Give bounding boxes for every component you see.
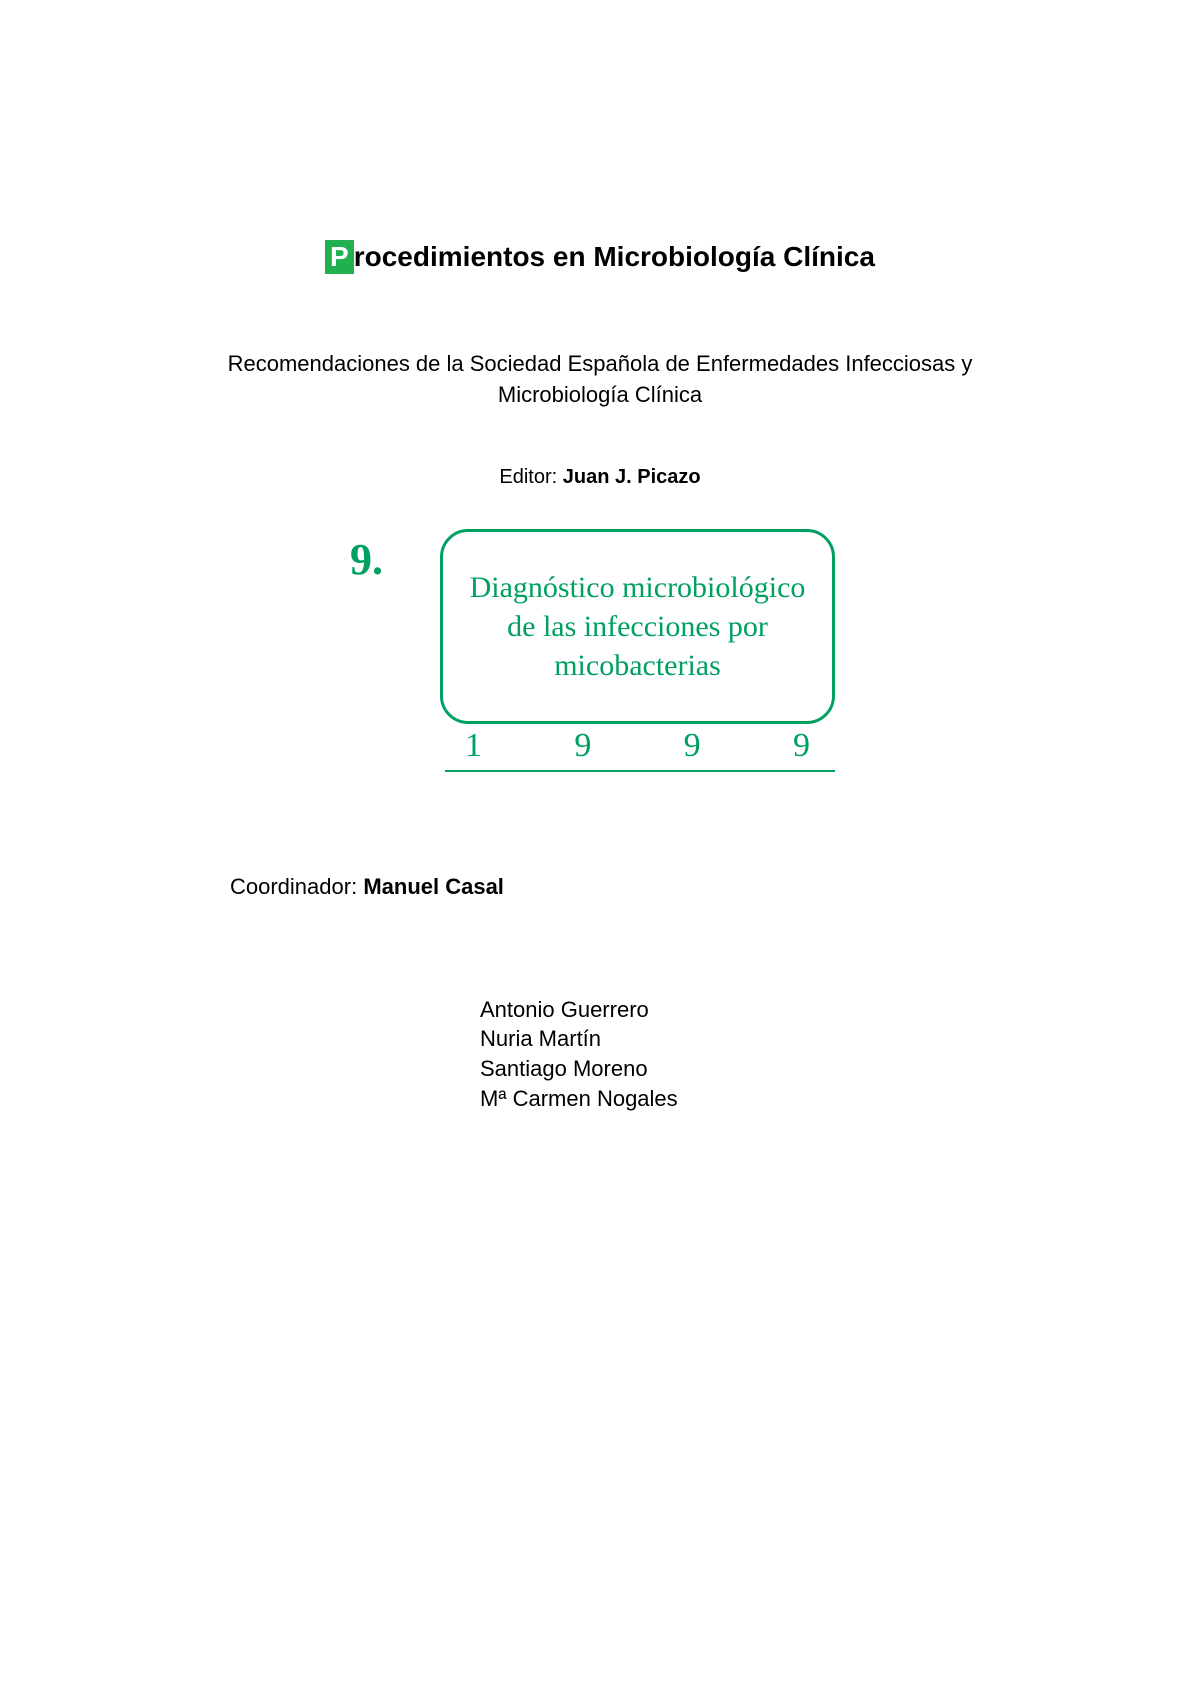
title-box: Diagnóstico microbiológico de las infecc…: [440, 529, 835, 724]
author-name: Antonio Guerrero: [480, 995, 1000, 1025]
coordinator-label: Coordinador:: [230, 874, 363, 899]
author-name: Nuria Martín: [480, 1024, 1000, 1054]
year-row: 1 9 9 9: [465, 727, 810, 765]
title-first-letter: P: [325, 240, 354, 274]
year-digit: 9: [684, 727, 701, 765]
box-text: Diagnóstico microbiológico de las infecc…: [443, 558, 832, 695]
year-digit: 9: [574, 727, 591, 765]
editor-label: Editor:: [499, 466, 562, 488]
author-name: Mª Carmen Nogales: [480, 1084, 1000, 1114]
subtitle: Recomendaciones de la Sociedad Española …: [200, 349, 1000, 411]
main-title: Procedimientos en Microbiología Clínica: [200, 240, 1000, 274]
coordinator-name: Manuel Casal: [363, 874, 504, 899]
chapter-number: 9.: [350, 534, 383, 585]
author-name: Santiago Moreno: [480, 1054, 1000, 1084]
editor-line: Editor: Juan J. Picazo: [200, 466, 1000, 489]
title-rest: rocedimientos en Microbiología Clínica: [354, 241, 875, 272]
chapter-figure: 9. Diagnóstico microbiológico de las inf…: [350, 529, 850, 794]
coordinator-line: Coordinador: Manuel Casal: [230, 874, 1000, 900]
year-digit: 9: [793, 727, 810, 765]
year-underline: [445, 770, 835, 772]
year-digit: 1: [465, 727, 482, 765]
editor-name: Juan J. Picazo: [563, 466, 701, 488]
document-page: Procedimientos en Microbiología Clínica …: [0, 0, 1200, 1698]
authors-list: Antonio Guerrero Nuria Martín Santiago M…: [480, 995, 1000, 1114]
